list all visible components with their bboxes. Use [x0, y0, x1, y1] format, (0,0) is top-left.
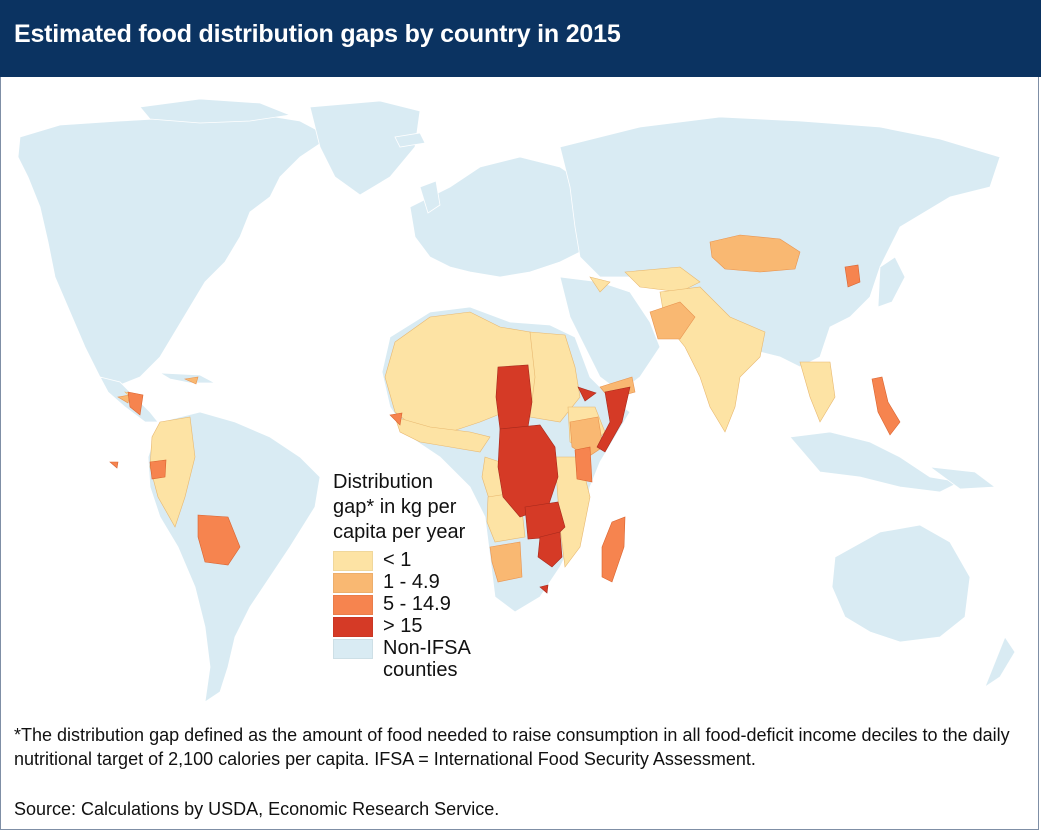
legend-swatch-1-4-9 — [333, 573, 373, 593]
chad — [495, 364, 533, 430]
title-bar: Estimated food distribution gaps by coun… — [0, 0, 1041, 77]
ecuador — [149, 459, 167, 480]
legend-item-lt1: < 1 — [333, 549, 553, 571]
central-asia-lt1 — [624, 266, 701, 293]
legend-item-5-14-9: 5 - 14.9 — [333, 593, 553, 615]
legend-label-non-ifsa: Non-IFSA counties — [383, 637, 471, 681]
philippines — [871, 376, 901, 436]
iceland-uk — [394, 132, 441, 214]
legend-item-gt15: > 15 — [333, 615, 553, 637]
southeast-asia-lt1 — [799, 361, 836, 423]
chart-title: Estimated food distribution gaps by coun… — [14, 20, 621, 48]
legend-swatch-lt1 — [333, 551, 373, 571]
new-zealand — [984, 636, 1016, 689]
sierra-leone — [389, 412, 403, 426]
eritrea — [577, 386, 597, 402]
north-america-landmass — [17, 112, 331, 388]
namibia — [489, 541, 523, 583]
ifsa-5-14-9 — [109, 264, 901, 583]
legend-item-1-4-9: 1 - 4.9 — [333, 571, 553, 593]
source-note: Source: Calculations by USDA, Economic R… — [14, 799, 500, 819]
legend-swatch-non-ifsa — [333, 639, 373, 659]
afghanistan — [649, 301, 696, 340]
north-korea — [844, 264, 861, 288]
legend-swatch-gt15 — [333, 617, 373, 637]
middle-east-lt1 — [589, 276, 611, 293]
japan — [877, 256, 906, 308]
caribbean — [159, 372, 216, 384]
legend-label-non-ifsa-line-1: Non-IFSA — [383, 637, 471, 659]
south-america-landmass — [147, 411, 321, 703]
australia — [831, 524, 971, 643]
west-africa-coast — [394, 416, 491, 453]
map-legend: Distribution gap* in kg per capita per y… — [333, 470, 553, 681]
legend-title-line-3: capita per year — [333, 521, 466, 543]
guatemala — [127, 391, 144, 416]
legend-title-line-1: Distribution — [333, 471, 434, 493]
kenya-ethiopia — [569, 416, 604, 458]
legend-label-lt1: < 1 — [383, 549, 412, 571]
southeast-asia-islands — [789, 431, 962, 493]
madagascar — [601, 516, 626, 583]
world-map — [17, 98, 1016, 703]
legend-label-1-4-9: 1 - 4.9 — [383, 571, 440, 593]
somalia — [596, 386, 631, 453]
legend-label-non-ifsa-line-2: counties — [383, 659, 458, 681]
colombia-peru — [149, 416, 196, 528]
kenya — [574, 446, 593, 483]
papua — [928, 466, 997, 490]
galapagos — [109, 461, 119, 469]
legend-label-gt15: > 15 — [383, 615, 423, 637]
legend-item-non-ifsa: Non-IFSA counties — [333, 637, 553, 681]
haiti — [183, 376, 199, 385]
mongolia — [709, 234, 801, 273]
swaziland — [539, 584, 549, 594]
footnote: *The distribution gap defined as the amo… — [14, 725, 1010, 769]
arctic-islands — [139, 98, 292, 124]
mozambique — [537, 531, 563, 568]
europe-landmass — [409, 156, 601, 278]
legend-title-line-2: gap* in kg per — [333, 496, 457, 518]
greenland — [309, 100, 421, 196]
legend-swatch-5-14-9 — [333, 595, 373, 615]
ifsa-gt15 — [495, 364, 631, 594]
bolivia — [197, 514, 241, 566]
middle-east — [559, 276, 661, 393]
legend-label-5-14-9: 5 - 14.9 — [383, 593, 451, 615]
